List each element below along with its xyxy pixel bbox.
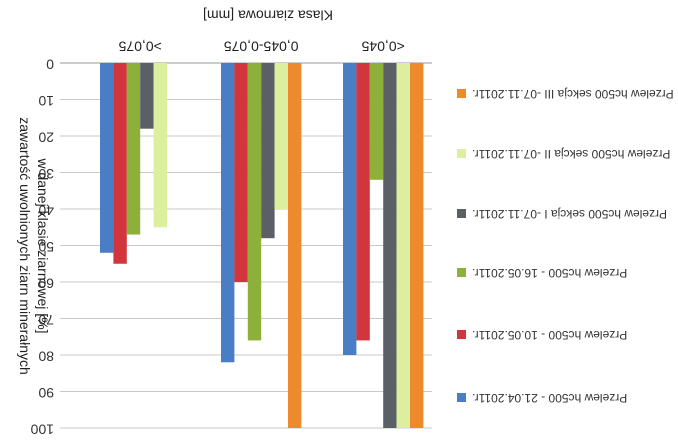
legend: Przelew hc500 - 21.04.2011r. Przelew hc50…	[457, 87, 674, 405]
bar	[369, 63, 384, 180]
bar	[356, 63, 370, 341]
y-tick-label: 40	[38, 202, 54, 218]
legend-swatch	[457, 149, 466, 158]
bar	[247, 63, 262, 341]
chart-title: Klasa ziarnowa [mm]	[203, 7, 333, 23]
chart-title-group: Klasa ziarnowa [mm]	[203, 7, 333, 23]
bar	[140, 63, 154, 129]
legend-swatch	[457, 209, 466, 218]
bar	[234, 63, 248, 282]
legend-label: Przelew hc500 sekcja II -07.11.2011r.	[472, 147, 670, 161]
bar	[343, 63, 357, 355]
bar	[153, 63, 167, 228]
legend-label: Przelew hc500 - 16.05.2011r.	[472, 266, 627, 280]
legend-swatch	[457, 268, 466, 277]
y-tick-label: 100	[30, 421, 54, 437]
bar	[126, 63, 141, 235]
y-tick-label: 70	[38, 312, 54, 328]
y-tick-label: 30	[38, 166, 54, 182]
legend-label: Przelew hc500 - 10.05.2011r.	[472, 328, 627, 342]
category-labels: >0,075 0,045-0,075 <0,045	[118, 38, 404, 54]
bar	[396, 63, 410, 428]
legend-swatch	[457, 89, 466, 98]
legend-swatch	[457, 393, 466, 402]
bar	[288, 63, 302, 428]
y-tick-labels: 0 10 20 30 40 50 60 70 80 90 100	[30, 56, 54, 437]
category-label: >0,075	[118, 38, 161, 54]
legend-label: Przelew hc500 - 21.04.2011r.	[472, 391, 627, 405]
y-tick-label: 60	[38, 275, 54, 291]
bar	[274, 63, 288, 209]
legend-swatch	[457, 330, 466, 339]
plot-area: 0 10 20 30 40 50 60 70 80 90 100 >0,075 0,045-0,075…	[30, 38, 432, 437]
bar	[113, 63, 127, 264]
y-axis-title-line1: zawartość uwolnionych ziarn minerałnych	[17, 117, 33, 375]
legend-label: Przelew hc500 sekcja III -07.11.2011r.	[472, 87, 674, 101]
bar	[410, 63, 424, 428]
bar	[261, 63, 275, 239]
legend-label: Przelew hc500 sekcja I -07.11.2011r.	[472, 207, 667, 221]
bar	[383, 63, 397, 428]
bar	[100, 63, 114, 253]
y-tick-label: 50	[38, 239, 54, 255]
y-axis-title-line2: w danej klasie ziarnowej [%]	[35, 157, 51, 333]
category-label: <0,045	[361, 38, 404, 54]
y-tick-label: 80	[38, 348, 54, 364]
y-tick-label: 20	[38, 129, 54, 145]
bars	[100, 63, 424, 428]
bar	[221, 63, 235, 363]
y-axis-title-group: zawartość uwolnionych ziarn minerałnych …	[17, 117, 51, 375]
y-tick-label: 0	[46, 56, 54, 72]
y-tick-label: 10	[38, 93, 54, 109]
category-label: 0,045-0,075	[224, 38, 299, 54]
y-tick-label: 90	[38, 385, 54, 401]
